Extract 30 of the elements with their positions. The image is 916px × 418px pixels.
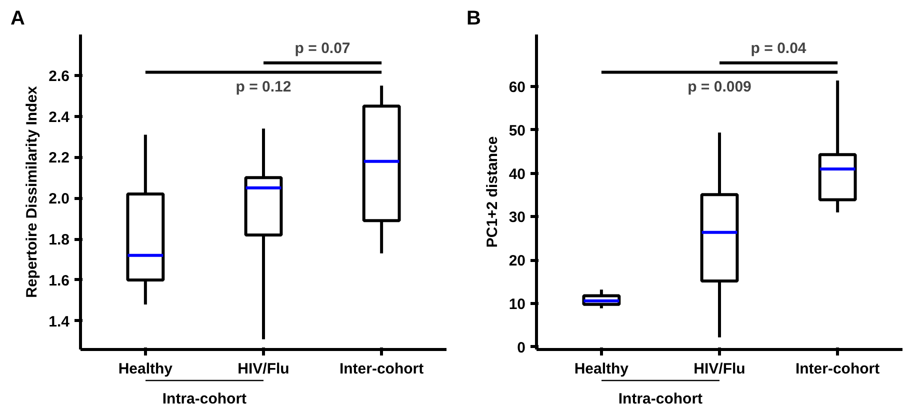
annotation: p = 0.04 xyxy=(750,40,807,57)
y-tick-label: 1.4 xyxy=(48,313,70,330)
y-tick-label: 20 xyxy=(508,252,526,270)
chart-title: A xyxy=(10,8,25,30)
y-tick-label: 2.6 xyxy=(48,68,70,85)
y-tick-label: 40 xyxy=(508,166,526,183)
y-tick-label: 50 xyxy=(508,122,526,140)
annotation: p = 0.009 xyxy=(688,78,752,96)
x-tick-label: HIV/Flu xyxy=(238,360,290,378)
y-axis-title: PC1+2 distance xyxy=(484,136,501,248)
y-tick-label: 2.0 xyxy=(48,190,70,208)
x-tick-label: HIV/Flu xyxy=(694,360,746,378)
y-tick-label: 2.4 xyxy=(48,108,70,126)
x-tick-label: Healthy xyxy=(118,360,174,378)
x-tick-label: Inter-cohort xyxy=(795,360,880,378)
y-axis-title: Repertoire Dissimilarity Index xyxy=(24,85,41,298)
y-tick-label: 1.8 xyxy=(48,232,70,249)
y-tick-label: 10 xyxy=(508,296,526,314)
text: Intra-cohort xyxy=(162,390,247,408)
text: Intra-cohort xyxy=(618,390,703,408)
annotation: p = 0.07 xyxy=(294,40,350,57)
y-tick-label: 60 xyxy=(508,79,526,96)
y-tick-label: 2.2 xyxy=(48,150,70,167)
y-tick-label: 30 xyxy=(508,209,526,226)
annotation: p = 0.12 xyxy=(236,78,292,96)
chart-title: B xyxy=(466,8,481,30)
y-tick-label: 1.6 xyxy=(48,272,70,290)
x-tick-label: Inter-cohort xyxy=(339,360,424,378)
y-tick-label: 0 xyxy=(517,339,526,356)
x-tick-label: Healthy xyxy=(574,360,630,378)
